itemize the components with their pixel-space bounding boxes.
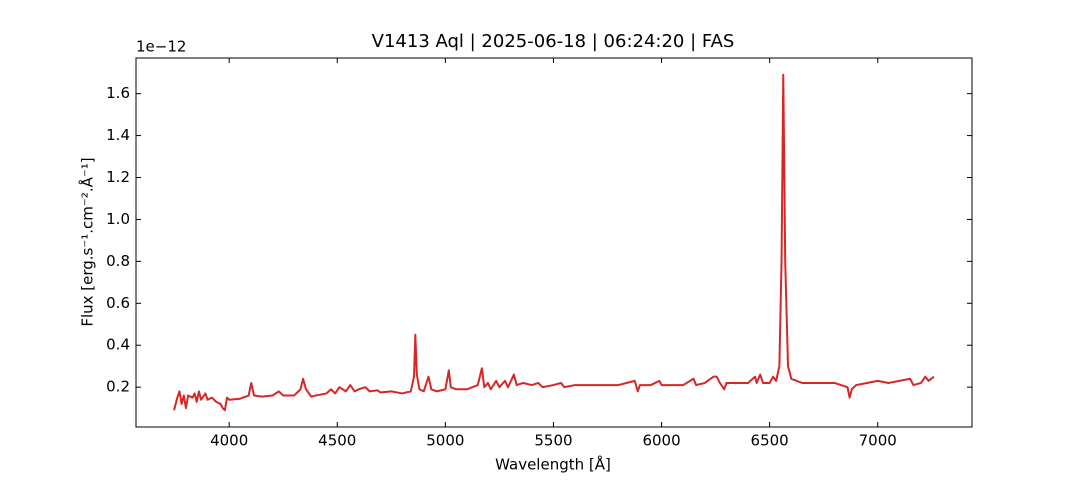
- y-tick-label: 1.4: [106, 126, 130, 144]
- y-axis-label: Flux [erg.s⁻¹.cm⁻².Å⁻¹]: [78, 157, 97, 326]
- y-tick-label: 1.0: [106, 210, 130, 228]
- y-tick-label: 0.4: [106, 336, 130, 354]
- x-tick-label: 4000: [210, 432, 248, 450]
- y-tick-label: 1.2: [106, 168, 130, 186]
- spectrum-line: [173, 73, 935, 412]
- x-tick-label: 6500: [751, 432, 789, 450]
- chart-title: V1413 Aql | 2025-06-18 | 06:24:20 | FAS: [372, 31, 735, 52]
- x-tick-label: 5500: [534, 432, 572, 450]
- x-tick-label: 4500: [318, 432, 356, 450]
- y-tick-label: 0.8: [106, 252, 130, 270]
- plot-frame: [135, 57, 973, 428]
- x-axis-label: Wavelength [Å]: [495, 455, 611, 474]
- x-tick-label: 5000: [426, 432, 464, 450]
- y-offset-label: 1e−12: [136, 38, 186, 56]
- x-tick-label: 6000: [642, 432, 680, 450]
- y-tick-label: 0.6: [106, 294, 130, 312]
- x-tick-label: 7000: [859, 432, 897, 450]
- y-tick-label: 0.2: [106, 378, 130, 396]
- y-tick-label: 1.6: [106, 84, 130, 102]
